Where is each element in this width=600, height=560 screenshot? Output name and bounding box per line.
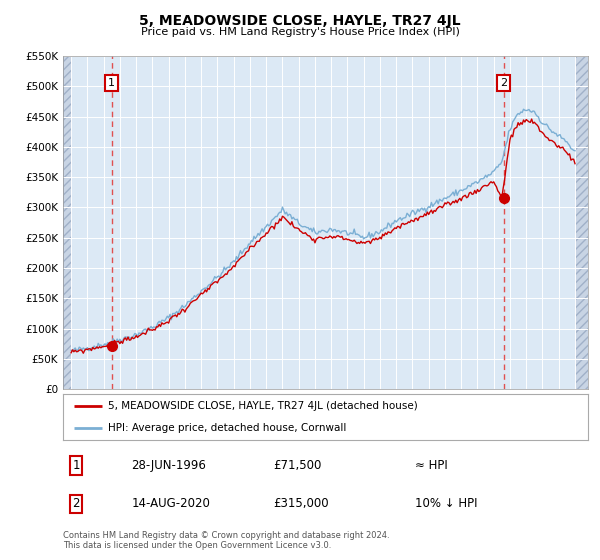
Text: Contains HM Land Registry data © Crown copyright and database right 2024.
This d: Contains HM Land Registry data © Crown c… (63, 531, 389, 550)
Text: 28-JUN-1996: 28-JUN-1996 (131, 459, 206, 472)
Text: 2: 2 (73, 497, 80, 510)
Text: 1: 1 (73, 459, 80, 472)
Text: £71,500: £71,500 (273, 459, 322, 472)
Text: HPI: Average price, detached house, Cornwall: HPI: Average price, detached house, Corn… (107, 423, 346, 433)
Bar (575, 56, 588, 389)
Text: 1: 1 (108, 78, 115, 88)
Bar (63, 56, 71, 389)
Text: 14-AUG-2020: 14-AUG-2020 (131, 497, 210, 510)
Text: Price paid vs. HM Land Registry's House Price Index (HPI): Price paid vs. HM Land Registry's House … (140, 27, 460, 37)
Text: 5, MEADOWSIDE CLOSE, HAYLE, TR27 4JL (detached house): 5, MEADOWSIDE CLOSE, HAYLE, TR27 4JL (de… (107, 401, 418, 411)
Text: 10% ↓ HPI: 10% ↓ HPI (415, 497, 477, 510)
Text: ≈ HPI: ≈ HPI (415, 459, 448, 472)
Text: 2: 2 (500, 78, 508, 88)
Text: £315,000: £315,000 (273, 497, 329, 510)
Text: 5, MEADOWSIDE CLOSE, HAYLE, TR27 4JL: 5, MEADOWSIDE CLOSE, HAYLE, TR27 4JL (139, 14, 461, 28)
